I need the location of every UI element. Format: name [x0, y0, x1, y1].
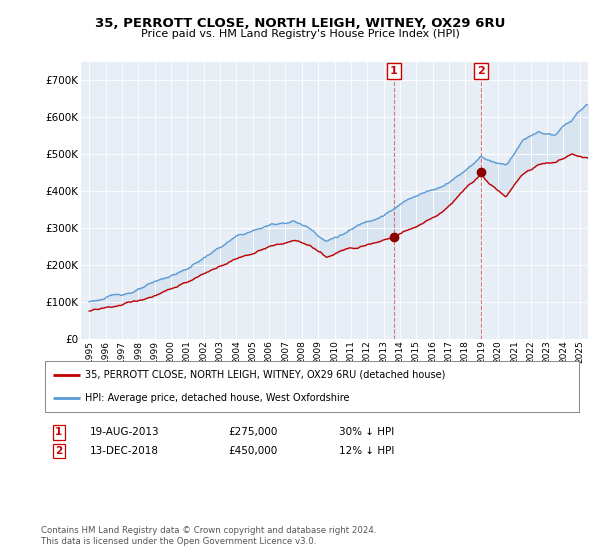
Text: 30% ↓ HPI: 30% ↓ HPI: [339, 427, 394, 437]
Text: Price paid vs. HM Land Registry's House Price Index (HPI): Price paid vs. HM Land Registry's House …: [140, 29, 460, 39]
Text: Contains HM Land Registry data © Crown copyright and database right 2024.
This d: Contains HM Land Registry data © Crown c…: [41, 526, 376, 546]
Text: 35, PERROTT CLOSE, NORTH LEIGH, WITNEY, OX29 6RU (detached house): 35, PERROTT CLOSE, NORTH LEIGH, WITNEY, …: [85, 370, 445, 380]
Text: 2: 2: [55, 446, 62, 456]
Text: 35, PERROTT CLOSE, NORTH LEIGH, WITNEY, OX29 6RU: 35, PERROTT CLOSE, NORTH LEIGH, WITNEY, …: [95, 17, 505, 30]
Text: £450,000: £450,000: [228, 446, 277, 456]
Text: 2: 2: [477, 66, 485, 76]
Text: £275,000: £275,000: [228, 427, 277, 437]
Text: HPI: Average price, detached house, West Oxfordshire: HPI: Average price, detached house, West…: [85, 393, 350, 403]
Text: 1: 1: [55, 427, 62, 437]
Text: 19-AUG-2013: 19-AUG-2013: [90, 427, 160, 437]
Text: 1: 1: [390, 66, 398, 76]
Text: 13-DEC-2018: 13-DEC-2018: [90, 446, 159, 456]
Text: 12% ↓ HPI: 12% ↓ HPI: [339, 446, 394, 456]
